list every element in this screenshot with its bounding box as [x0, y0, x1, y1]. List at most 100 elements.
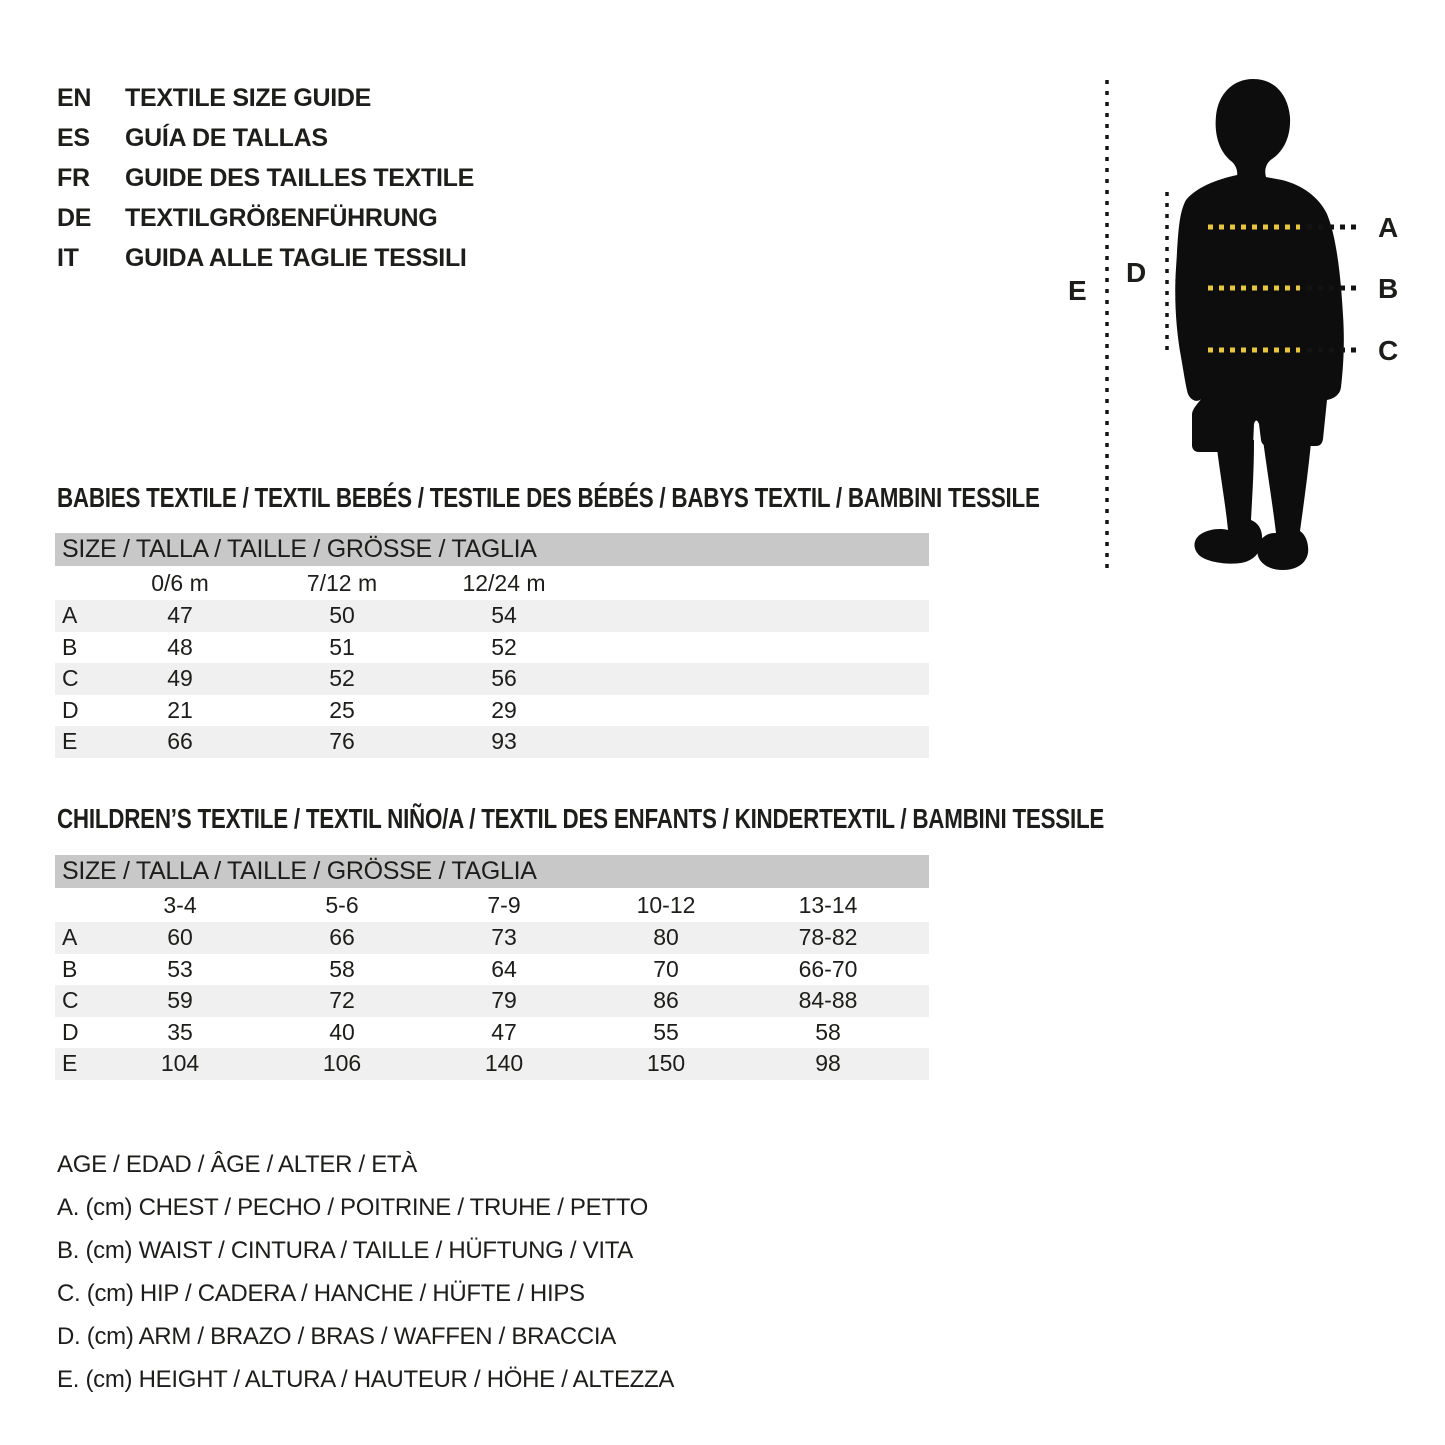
- children-col-10-12: 10-12: [636, 891, 696, 918]
- measure-label-b: B: [1378, 273, 1398, 304]
- value-cell: 48: [167, 633, 193, 660]
- guide-title-es: GUÍA DE TALLAS: [125, 123, 328, 152]
- row-label: C: [62, 665, 79, 692]
- value-cell: 66: [167, 728, 193, 755]
- table-row-hip: C 49 52 56: [55, 663, 929, 695]
- language-code: ES: [57, 123, 90, 152]
- row-label: B: [62, 633, 78, 660]
- value-cell: 104: [160, 1050, 200, 1077]
- value-cell: 60: [167, 924, 193, 951]
- table-row-height: E 104 106 140 150 98: [55, 1048, 929, 1080]
- value-cell: 29: [491, 696, 517, 723]
- language-row-it: IT GUIDA ALLE TAGLIE TESSILI: [57, 238, 474, 278]
- table-row-chest: A 47 50 54: [55, 600, 929, 632]
- language-row-en: EN TEXTILE SIZE GUIDE: [57, 78, 474, 118]
- value-cell: 21: [167, 696, 193, 723]
- value-cell: 49: [167, 665, 193, 692]
- value-cell: 66: [329, 924, 355, 951]
- table-row-height: E 66 76 93: [55, 726, 929, 758]
- value-cell: 52: [329, 665, 355, 692]
- babies-col-12-24m: 12/24 m: [462, 569, 546, 596]
- children-col-3-4: 3-4: [163, 891, 197, 918]
- value-cell: 70: [653, 955, 679, 982]
- value-cell: 58: [329, 955, 355, 982]
- value-cell: 40: [329, 1018, 355, 1045]
- value-cell: 78-82: [798, 924, 858, 951]
- language-code: IT: [57, 243, 79, 272]
- children-size-header-bar: SIZE / TALLA / TAILLE / GRÖSSE / TAGLIA: [55, 855, 929, 888]
- language-code: DE: [57, 203, 92, 232]
- table-row-waist: B 53 58 64 70 66-70: [55, 954, 929, 986]
- value-cell: 52: [491, 633, 517, 660]
- value-cell: 86: [653, 987, 679, 1014]
- children-col-13-14: 13-14: [798, 891, 858, 918]
- value-cell: 79: [491, 987, 517, 1014]
- value-cell: 50: [329, 602, 355, 629]
- legend-arm: D. (cm) ARM / BRAZO / BRAS / WAFFEN / BR…: [57, 1323, 616, 1350]
- value-cell: 25: [329, 696, 355, 723]
- row-label: D: [62, 1018, 79, 1045]
- value-cell: 58: [815, 1018, 841, 1045]
- guide-title-fr: GUIDE DES TAILLES TEXTILE: [125, 163, 475, 192]
- child-silhouette-figure: A B C D E: [1068, 79, 1398, 570]
- guide-title-en: TEXTILE SIZE GUIDE: [125, 83, 372, 112]
- value-cell: 56: [491, 665, 517, 692]
- babies-col-7-12m: 7/12 m: [306, 569, 378, 596]
- value-cell: 72: [329, 987, 355, 1014]
- row-label: A: [62, 924, 78, 951]
- babies-column-headers: 0/6 m 7/12 m 12/24 m: [55, 566, 929, 600]
- measure-label-d: D: [1126, 257, 1146, 288]
- table-row-arm: D 21 25 29: [55, 695, 929, 727]
- babies-col-0-6m: 0/6 m: [151, 569, 209, 596]
- value-cell: 93: [491, 728, 517, 755]
- value-cell: 47: [167, 602, 193, 629]
- language-row-de: DE TEXTILGRÖßENFÜHRUNG: [57, 198, 474, 238]
- measure-label-a: A: [1378, 212, 1398, 243]
- guide-title-it: GUIDA ALLE TAGLIE TESSILI: [125, 243, 467, 272]
- value-cell: 106: [322, 1050, 362, 1077]
- value-cell: 150: [646, 1050, 686, 1077]
- value-cell: 47: [491, 1018, 517, 1045]
- table-row-hip: C 59 72 79 86 84-88: [55, 985, 929, 1017]
- language-row-es: ES GUÍA DE TALLAS: [57, 118, 474, 158]
- language-code: FR: [57, 163, 90, 192]
- measure-label-e: E: [1068, 275, 1087, 306]
- value-cell: 140: [484, 1050, 524, 1077]
- value-cell: 73: [491, 924, 517, 951]
- legend-waist: B. (cm) WAIST / CINTURA / TAILLE / HÜFTU…: [57, 1237, 634, 1264]
- row-label: D: [62, 696, 79, 723]
- table-row-chest: A 60 66 73 80 78-82: [55, 922, 929, 954]
- row-label: E: [62, 1050, 78, 1077]
- children-column-headers: 3-4 5-6 7-9 10-12 13-14: [55, 888, 929, 922]
- legend-age: AGE / EDAD / ÂGE / ALTER / ETÀ: [57, 1151, 417, 1178]
- row-label: C: [62, 987, 79, 1014]
- child-silhouette: [1175, 79, 1344, 570]
- value-cell: 80: [653, 924, 679, 951]
- value-cell: 59: [167, 987, 193, 1014]
- value-cell: 54: [491, 602, 517, 629]
- legend-chest: A. (cm) CHEST / PECHO / POITRINE / TRUHE…: [57, 1194, 649, 1221]
- guide-title-de: TEXTILGRÖßENFÜHRUNG: [125, 203, 438, 232]
- value-cell: 98: [815, 1050, 841, 1077]
- value-cell: 66-70: [798, 955, 858, 982]
- row-label: A: [62, 602, 78, 629]
- babies-section-title: BABIES TEXTILE / TEXTIL BEBÉS / TESTILE …: [57, 482, 1040, 513]
- value-cell: 76: [329, 728, 355, 755]
- measurement-legend: AGE / EDAD / ÂGE / ALTER / ETÀ A. (cm) C…: [57, 1143, 674, 1401]
- language-code: EN: [57, 83, 92, 112]
- value-cell: 64: [491, 955, 517, 982]
- value-cell: 84-88: [798, 987, 858, 1014]
- value-cell: 51: [329, 633, 355, 660]
- babies-size-header-bar: SIZE / TALLA / TAILLE / GRÖSSE / TAGLIA: [55, 533, 929, 566]
- value-cell: 35: [167, 1018, 193, 1045]
- language-title-list: EN TEXTILE SIZE GUIDE ES GUÍA DE TALLAS …: [57, 78, 474, 278]
- children-col-5-6: 5-6: [325, 891, 359, 918]
- legend-hip: C. (cm) HIP / CADERA / HANCHE / HÜFTE / …: [57, 1280, 585, 1307]
- value-cell: 53: [167, 955, 193, 982]
- language-row-fr: FR GUIDE DES TAILLES TEXTILE: [57, 158, 474, 198]
- row-label: E: [62, 728, 78, 755]
- value-cell: 55: [653, 1018, 679, 1045]
- table-row-arm: D 35 40 47 55 58: [55, 1017, 929, 1049]
- children-col-7-9: 7-9: [487, 891, 521, 918]
